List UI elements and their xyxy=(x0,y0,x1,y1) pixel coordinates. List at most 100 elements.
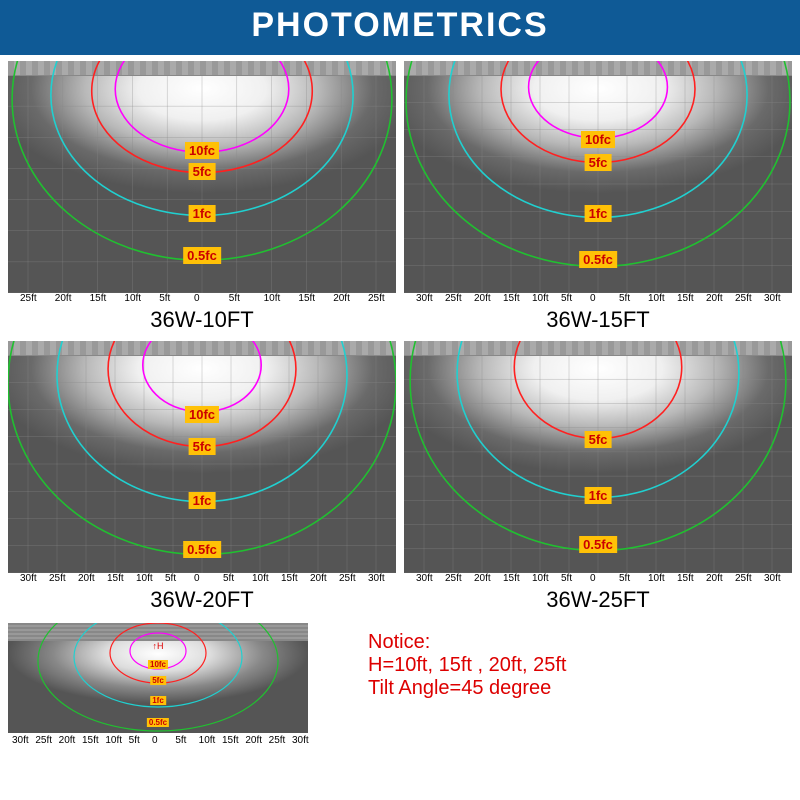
notice-line2: Tilt Angle=45 degree xyxy=(368,677,566,700)
x-tick: 25ft xyxy=(269,735,286,746)
chart-15ft: 10fc5fc1fc0.5fc5ft10ft15ft20ft25ft30ft35… xyxy=(404,61,792,293)
x-tick: 20ft xyxy=(706,573,723,584)
x-tick: 10ft xyxy=(105,735,122,746)
panel-15ft: 10fc5fc1fc0.5fc5ft10ft15ft20ft25ft30ft35… xyxy=(404,61,792,337)
x-tick: 10ft xyxy=(648,573,665,584)
x-tick: 30ft xyxy=(764,293,781,304)
x-tick: 10ft xyxy=(124,293,141,304)
fc-label: 5fc xyxy=(150,676,166,685)
fc-label: 5fc xyxy=(189,163,216,180)
x-tick: 5ft xyxy=(175,735,186,746)
x-tick: 20ft xyxy=(706,293,723,304)
x-tick: 10ft xyxy=(532,293,549,304)
x-tick: 10ft xyxy=(264,293,281,304)
x-tick: 5ft xyxy=(561,293,572,304)
chart-20ft: 10fc5fc1fc0.5fc5ft10ft15ft20ft25ft30ft35… xyxy=(8,341,396,573)
x-tick: 25ft xyxy=(368,293,385,304)
notice-line1: H=10ft, 15ft , 20ft, 25ft xyxy=(368,654,566,677)
fc-label: 1fc xyxy=(585,487,612,504)
x-tick: 25ft xyxy=(49,573,66,584)
fc-label: 0.5fc xyxy=(183,247,221,264)
x-tick: 20ft xyxy=(59,735,76,746)
fc-label: 5fc xyxy=(585,431,612,448)
x-tick: 25ft xyxy=(735,293,752,304)
x-tick: 25ft xyxy=(35,735,52,746)
x-tick: 20ft xyxy=(333,293,350,304)
x-tick: 5ft xyxy=(619,293,630,304)
x-tick: 10ft xyxy=(199,735,216,746)
fc-label: 0.5fc xyxy=(579,536,617,553)
fc-label: 0.5fc xyxy=(579,251,617,268)
x-tick: 20ft xyxy=(474,293,491,304)
x-tick: 15ft xyxy=(677,573,694,584)
x-tick: 5ft xyxy=(561,573,572,584)
fc-label: 0.5fc xyxy=(147,718,169,727)
x-tick: 0 xyxy=(152,735,158,746)
x-tick: 30ft xyxy=(764,573,781,584)
x-tick: 15ft xyxy=(503,573,520,584)
x-tick: 5ft xyxy=(223,573,234,584)
x-tick: 15ft xyxy=(503,293,520,304)
x-tick: 0 xyxy=(590,573,596,584)
x-tick: 15ft xyxy=(82,735,99,746)
x-tick: 30ft xyxy=(416,293,433,304)
fc-label: 1fc xyxy=(189,205,216,222)
x-tick: 25ft xyxy=(445,293,462,304)
x-tick: 25ft xyxy=(339,573,356,584)
fc-label: 10fc xyxy=(148,660,168,669)
chart-25ft: 5fc1fc0.5fc5ft10ft15ft20ft25ft30ft35ft40… xyxy=(404,341,792,573)
x-tick: 15ft xyxy=(281,573,298,584)
notice-block: Notice: H=10ft, 15ft , 20ft, 25ft Tilt A… xyxy=(308,623,566,700)
fc-label: 5fc xyxy=(585,154,612,171)
x-tick: 5ft xyxy=(159,293,170,304)
x-tick: 20ft xyxy=(474,573,491,584)
panel-10ft: 10fc5fc1fc0.5fc5ft10ft15ft20ft25ft30ft35… xyxy=(8,61,396,337)
x-tick: 25ft xyxy=(735,573,752,584)
fc-label: 10fc xyxy=(185,142,219,159)
x-tick: 30ft xyxy=(20,573,37,584)
fc-label: 10fc xyxy=(185,406,219,423)
x-tick: 5ft xyxy=(129,735,140,746)
page-title: PHOTOMETRICS xyxy=(0,0,800,55)
x-tick: 15ft xyxy=(222,735,239,746)
x-tick: 0 xyxy=(590,293,596,304)
panel-20ft: 10fc5fc1fc0.5fc5ft10ft15ft20ft25ft30ft35… xyxy=(8,341,396,617)
x-tick: 15ft xyxy=(677,293,694,304)
panel-25ft: 5fc1fc0.5fc5ft10ft15ft20ft25ft30ft35ft40… xyxy=(404,341,792,617)
x-tick: 15ft xyxy=(298,293,315,304)
panel-grid: 10fc5fc1fc0.5fc5ft10ft15ft20ft25ft30ft35… xyxy=(0,55,800,623)
caption-15ft: 36W-15FT xyxy=(404,305,792,337)
fc-label: 1fc xyxy=(585,205,612,222)
x-tick: 10ft xyxy=(136,573,153,584)
fc-label: 5fc xyxy=(189,438,216,455)
x-tick: 20ft xyxy=(55,293,72,304)
x-tick: 10ft xyxy=(252,573,269,584)
x-tick: 10ft xyxy=(532,573,549,584)
x-tick: 15ft xyxy=(107,573,124,584)
x-tick: 0 xyxy=(194,293,200,304)
height-marker: ↑H xyxy=(153,641,164,651)
chart-10ft: 10fc5fc1fc0.5fc5ft10ft15ft20ft25ft30ft35… xyxy=(8,61,396,293)
thumb-diagram: 10fc5fc1fc0.5fc↑H30ft25ft20ft15ft10ft5ft… xyxy=(8,623,308,733)
x-tick: 30ft xyxy=(416,573,433,584)
x-tick: 30ft xyxy=(368,573,385,584)
x-tick: 20ft xyxy=(78,573,95,584)
x-tick: 30ft xyxy=(12,735,29,746)
x-tick: 10ft xyxy=(648,293,665,304)
x-tick: 0 xyxy=(194,573,200,584)
caption-20ft: 36W-20FT xyxy=(8,585,396,617)
notice-heading: Notice: xyxy=(368,631,566,654)
fc-label: 1fc xyxy=(150,696,166,705)
fc-label: 10fc xyxy=(581,131,615,148)
x-tick: 20ft xyxy=(245,735,262,746)
x-tick: 25ft xyxy=(445,573,462,584)
caption-10ft: 36W-10FT xyxy=(8,305,396,337)
x-tick: 25ft xyxy=(20,293,37,304)
x-tick: 30ft xyxy=(292,735,309,746)
x-tick: 15ft xyxy=(90,293,107,304)
caption-25ft: 36W-25FT xyxy=(404,585,792,617)
x-tick: 20ft xyxy=(310,573,327,584)
x-tick: 5ft xyxy=(165,573,176,584)
fc-label: 0.5fc xyxy=(183,541,221,558)
x-tick: 5ft xyxy=(619,573,630,584)
